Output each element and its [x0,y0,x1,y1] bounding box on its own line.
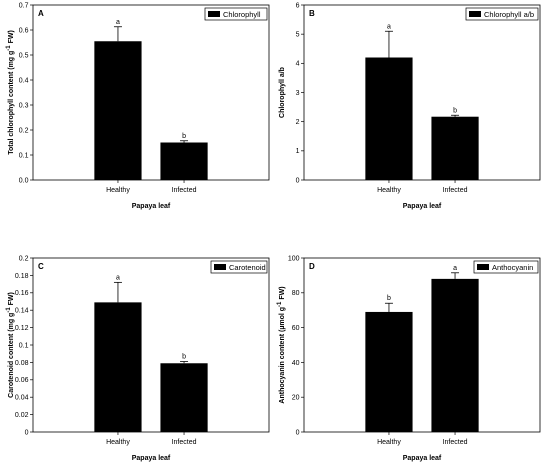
panel-letter: A [38,9,44,18]
significance-label: a [453,265,457,272]
significance-label: a [116,19,120,26]
x-tick-label: Infected [172,187,197,194]
y-tick-label: 80 [292,290,300,297]
plot-frame [32,4,270,181]
legend-label: Carotenoid [229,263,266,272]
y-axis-title-units: FW) [8,30,15,45]
y-tick-label: 0.1 [19,152,29,159]
y-tick-label: 3 [296,90,300,97]
y-tick-label: 0.18 [15,273,29,280]
y-axis-title: Anthocyanin content (µmol g-1 FW) [277,286,286,403]
y-tick-label: 6 [296,2,300,9]
y-tick-label: 0.6 [19,27,29,34]
y-axis-title-main: Anthocyanin content (µmol g [279,307,286,404]
chart-panel-a: 0.0 0.1 0.2 0.3 0.4 0.5 0.6 0.7 a Healthy b Infecte… [6,2,270,210]
significance-label: b [453,107,457,114]
significance-label: b [182,354,186,361]
y-tick-label: 60 [292,325,300,332]
legend-swatch [469,11,481,17]
y-tick-label: 5 [296,32,300,39]
bar-infected [431,116,479,180]
y-tick-label: 4 [296,61,300,68]
legend-swatch [477,264,489,270]
x-tick-label: Healthy [106,187,130,194]
y-axis-title-superscript: -1 [277,301,283,307]
significance-label: b [387,295,391,302]
y-axis-title-superscript: -1 [6,307,12,313]
bar-healthy [94,41,142,180]
y-tick-label: 0.2 [19,255,29,262]
x-axis-title: Papaya leaf [403,455,442,462]
y-tick-label: 1 [296,148,300,155]
y-tick-label: 40 [292,360,300,367]
y-axis-title-units: FW) [279,286,286,301]
y-tick-label: 0.0 [19,177,29,184]
y-tick-label: 0.12 [15,325,29,332]
significance-label: b [182,133,186,140]
panel-letter: C [38,262,44,271]
y-tick-label: 0.04 [15,395,29,402]
y-axis-title-superscript: -1 [6,45,12,51]
bar-healthy [365,311,413,432]
y-tick-label: 100 [288,255,300,262]
chart-panel-b: 0 1 2 3 4 5 6 a Healthy b Infected Papaya leaf Chlor… [279,2,541,210]
bar-healthy [94,302,142,432]
y-tick-label: 0.2 [19,127,29,134]
y-axis-title-units: FW) [8,292,15,307]
bar-infected [160,363,208,432]
legend-swatch [208,11,220,17]
legend-box [465,7,539,21]
y-tick-label: 0.5 [19,52,29,59]
y-tick-label: 0.14 [15,308,29,315]
y-tick-label: 0.08 [15,360,29,367]
bar-infected [160,142,208,180]
x-tick-label: Infected [172,439,197,446]
y-axis-title: Carotenoid content (mg g-1 FW) [6,292,15,398]
x-tick-label: Infected [443,187,468,194]
y-tick-label: 0.4 [19,77,29,84]
panel-letter: B [309,9,315,18]
x-axis-title: Papaya leaf [132,455,171,462]
x-tick-label: Infected [443,439,468,446]
y-axis-title-main: Chlorophyll a/b [279,67,286,118]
x-tick-label: Healthy [377,187,401,194]
significance-label: a [387,23,391,30]
y-tick-label: 0 [296,177,300,184]
legend-label: Anthocyanin [492,263,533,272]
y-tick-label: 0.1 [19,342,29,349]
y-tick-label: 0.7 [19,2,29,9]
bar-infected [431,278,479,432]
y-tick-label: 0 [25,429,29,436]
plot-frame [303,257,541,433]
y-tick-label: 0.16 [15,290,29,297]
plot-frame [32,257,270,433]
legend-label: Chlorophyll [223,10,261,19]
y-axis-title: Chlorophyll a/b [279,67,286,118]
y-axis-title: Total chlorophyll content (mg g-1 FW) [6,30,15,155]
y-tick-label: 0.3 [19,102,29,109]
chart-panel-d: 0 20 40 60 80 100 b Healthy a Infected Papaya leaf… [277,255,541,462]
legend-swatch [214,264,226,270]
y-tick-label: 20 [292,395,300,402]
x-tick-label: Healthy [106,439,130,446]
legend-label: Chlorophyll a/b [484,10,534,19]
x-tick-label: Healthy [377,439,401,446]
chart-panel-c: 0 0.02 0.04 0.06 0.08 0.1 0.12 0.14 0.16 0.18 0.2 a… [6,255,270,462]
significance-label: a [116,274,120,281]
plot-frame [303,4,541,181]
y-axis-title-main: Total chlorophyll content (mg g [8,51,15,155]
y-tick-label: 0 [296,429,300,436]
y-axis-title-main: Carotenoid content (mg g [8,313,15,398]
legend-box [204,7,268,21]
y-tick-label: 2 [296,119,300,126]
bar-healthy [365,57,413,180]
y-tick-label: 0.06 [15,377,29,384]
x-axis-title: Papaya leaf [403,203,442,210]
legend-box [473,260,539,274]
panel-letter: D [309,262,315,271]
x-axis-title: Papaya leaf [132,203,171,210]
y-tick-label: 0.02 [15,412,29,419]
